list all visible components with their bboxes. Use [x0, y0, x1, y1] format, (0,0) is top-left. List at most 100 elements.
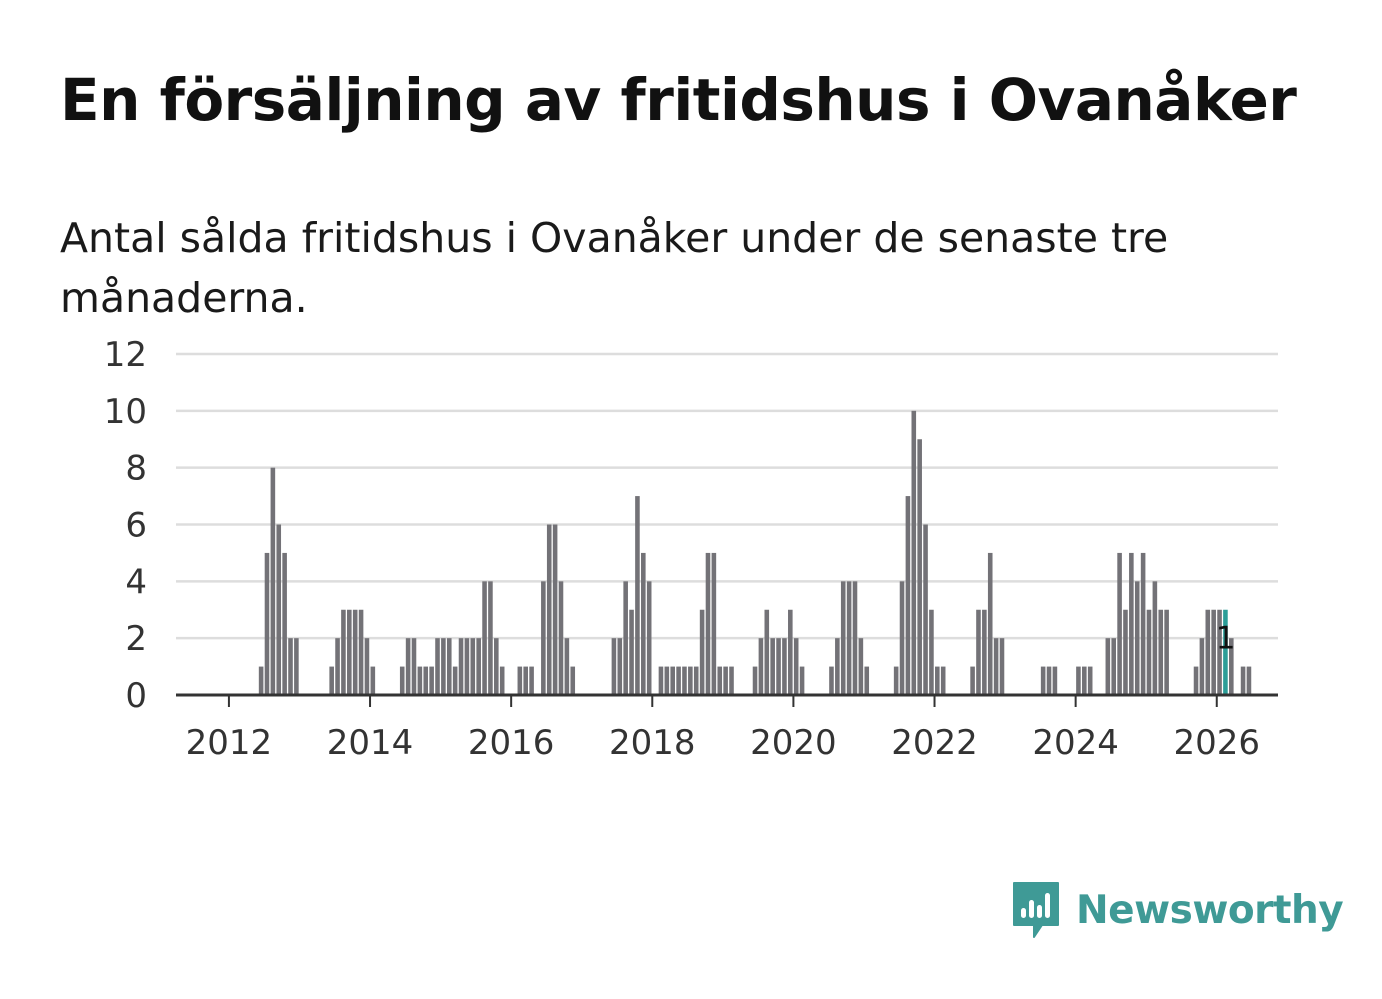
bar — [494, 638, 499, 695]
bar — [788, 609, 793, 695]
bar — [441, 638, 446, 695]
y-tick-label: 2 — [125, 619, 147, 659]
bar — [1193, 666, 1199, 695]
bar — [399, 666, 405, 695]
newsworthy-logo-icon — [1013, 882, 1059, 938]
y-tick-label: 4 — [125, 562, 147, 602]
bar — [541, 581, 546, 695]
x-tick-label: 2014 — [327, 723, 414, 763]
bar — [517, 666, 523, 695]
bar — [758, 638, 764, 695]
chart-subtitle: Antal sålda fritidshus i Ovanåker under … — [60, 214, 1169, 322]
bar — [523, 666, 528, 695]
bar — [446, 638, 452, 695]
bar — [1205, 609, 1211, 695]
bar — [335, 638, 340, 695]
brand-name: Newsworthy — [1076, 887, 1344, 933]
bar — [258, 666, 264, 695]
bar — [558, 581, 564, 695]
bar — [1129, 552, 1134, 695]
bar — [458, 638, 464, 695]
bar — [1134, 581, 1140, 695]
bar — [1164, 609, 1169, 695]
bar — [435, 638, 440, 695]
bar — [911, 410, 917, 695]
bar — [682, 666, 687, 695]
y-axis-ticks: 0 2 4 6 8 10 12 — [104, 335, 147, 716]
data-labels: 1 — [1216, 621, 1236, 657]
x-tick-label: 2018 — [609, 723, 696, 763]
bar — [646, 581, 652, 695]
x-tick-label: 2016 — [468, 723, 555, 763]
bar — [705, 552, 711, 695]
y-tick-label: 0 — [125, 676, 147, 716]
bar — [358, 609, 364, 695]
bar — [270, 467, 276, 695]
bar — [970, 666, 975, 695]
bar — [282, 552, 287, 695]
bar — [488, 581, 493, 695]
bar — [935, 666, 940, 695]
bar — [347, 609, 352, 695]
bar — [899, 581, 905, 695]
bar — [1117, 552, 1122, 695]
bar — [635, 496, 640, 695]
bar — [976, 609, 981, 695]
bar — [546, 524, 552, 695]
bar — [711, 552, 717, 695]
bar — [752, 666, 758, 695]
brand: Newsworthy — [1010, 878, 1344, 942]
bar — [629, 609, 634, 695]
bar — [470, 638, 476, 695]
bar — [688, 666, 693, 695]
bar — [482, 581, 487, 695]
bar — [999, 638, 1005, 695]
y-tick-label: 6 — [125, 506, 147, 546]
bar — [564, 638, 570, 695]
bar — [1140, 552, 1146, 695]
x-tick-label: 2026 — [1173, 723, 1260, 763]
bar — [452, 666, 458, 695]
y-tick-label: 10 — [104, 392, 147, 432]
bar — [864, 666, 870, 695]
data-label-highlight: 1 — [1216, 621, 1236, 657]
bar — [352, 609, 358, 695]
y-tick-label: 8 — [125, 449, 147, 489]
bar — [1158, 609, 1164, 695]
bar — [429, 666, 434, 695]
bar — [405, 638, 411, 695]
bar — [782, 638, 787, 695]
bar — [1105, 638, 1111, 695]
bars — [258, 410, 1252, 695]
bar — [1146, 609, 1152, 695]
bar — [940, 666, 946, 695]
bar — [793, 638, 799, 695]
bar — [770, 638, 775, 695]
bar — [917, 439, 922, 695]
x-tick-label: 2012 — [186, 723, 273, 763]
bar — [852, 581, 858, 695]
bar — [929, 609, 934, 695]
bar — [417, 666, 423, 695]
bar — [1076, 666, 1081, 695]
bar — [1246, 666, 1252, 695]
bar — [858, 638, 864, 695]
bar — [717, 666, 723, 695]
bar — [1087, 666, 1093, 695]
bar — [464, 638, 470, 695]
bar — [411, 638, 417, 695]
bar — [341, 609, 346, 695]
bar — [552, 524, 558, 695]
bar — [611, 638, 617, 695]
bar — [993, 638, 999, 695]
bar — [294, 638, 299, 695]
bar — [846, 581, 852, 695]
bar — [276, 524, 282, 695]
bar — [829, 666, 834, 695]
bar — [617, 638, 623, 695]
bar — [288, 638, 293, 695]
x-tick-label: 2020 — [750, 723, 837, 763]
bar — [423, 666, 429, 695]
bar — [982, 609, 987, 695]
